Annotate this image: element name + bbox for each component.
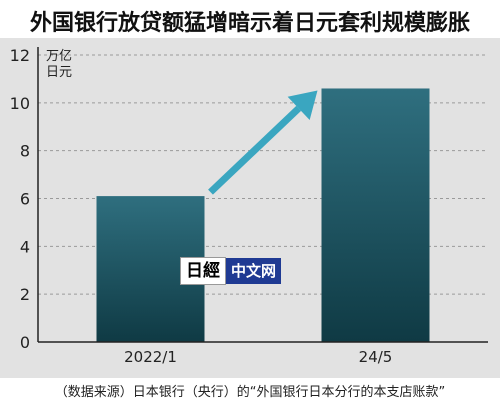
- y-tick-label: 2: [20, 285, 30, 304]
- watermark-text: 中文网: [226, 258, 282, 284]
- y-tick-label: 10: [10, 94, 30, 113]
- x-tick-label: 24/5: [359, 348, 393, 366]
- watermark: 日經 中文网: [180, 257, 282, 285]
- y-tick-label: 0: [20, 333, 30, 352]
- y-tick-label: 6: [20, 190, 30, 209]
- y-tick-label: 12: [10, 46, 30, 65]
- bar-24-5: [321, 88, 430, 342]
- trend-arrow-head: [287, 90, 318, 120]
- watermark-logo: 日經: [180, 257, 226, 285]
- chart-title: 外国银行放贷额猛增暗示着日元套利规模膨胀: [29, 11, 470, 36]
- source-note: （数据来源）日本银行（央行）的“外国银行日本分行的本支店账款”: [54, 385, 446, 400]
- y-tick-label: 4: [20, 237, 30, 256]
- y-tick-label: 8: [20, 142, 30, 161]
- title-bar: 外国银行放贷额猛增暗示着日元套利规模膨胀: [0, 0, 500, 39]
- x-tick-label: 2022/1: [124, 348, 177, 366]
- y-axis-label-line1: 万亿: [46, 49, 73, 64]
- trend-arrow-shaft: [208, 105, 302, 195]
- y-axis-label: 万亿 日元: [46, 49, 72, 81]
- y-axis-label-line2: 日元: [46, 65, 73, 80]
